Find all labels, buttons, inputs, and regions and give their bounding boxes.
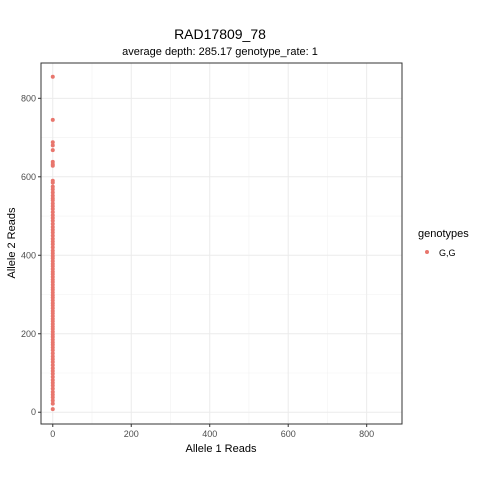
- plot-panel: [41, 63, 402, 424]
- y-tick-label: 600: [21, 172, 36, 182]
- data-point: [51, 118, 55, 122]
- data-point: [51, 148, 55, 152]
- x-tick-label: 200: [124, 429, 139, 439]
- data-point: [51, 181, 55, 185]
- legend: genotypes G,G: [418, 228, 469, 258]
- y-tick-label: 400: [21, 250, 36, 260]
- x-tick-label: 600: [281, 429, 296, 439]
- legend-key-g-g: [425, 250, 429, 254]
- y-axis-title: Allele 2 Reads: [6, 207, 18, 278]
- x-tick-label: 0: [50, 429, 55, 439]
- legend-title: genotypes: [418, 228, 469, 240]
- data-point: [51, 407, 55, 411]
- chart-title: RAD17809_78: [174, 26, 266, 42]
- x-axis-title: Allele 1 Reads: [186, 443, 257, 455]
- data-point: [51, 143, 55, 147]
- data-point: [51, 75, 55, 79]
- chart-subtitle: average depth: 285.17 genotype_rate: 1: [122, 46, 318, 58]
- y-tick-label: 800: [21, 93, 36, 103]
- data-point: [51, 164, 55, 168]
- legend-label-g-g: G,G: [439, 248, 456, 258]
- x-axis: 0 200 400 600 800: [50, 424, 374, 439]
- data-point: [51, 402, 55, 406]
- y-tick-label: 200: [21, 329, 36, 339]
- x-tick-label: 400: [202, 429, 217, 439]
- x-tick-label: 800: [359, 429, 374, 439]
- y-axis: 0 200 400 600 800: [21, 93, 41, 417]
- y-tick-label: 0: [31, 407, 36, 417]
